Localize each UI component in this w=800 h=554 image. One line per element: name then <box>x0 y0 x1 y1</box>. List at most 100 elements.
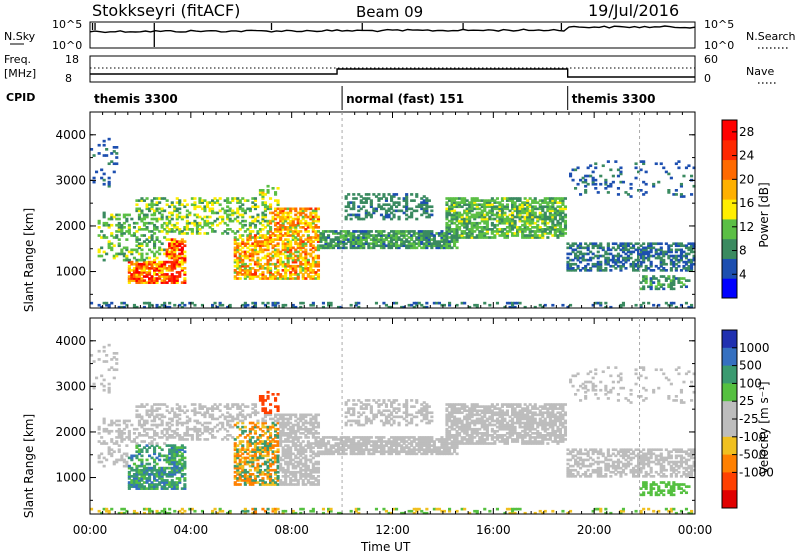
heatmap-cell <box>304 277 308 280</box>
heatmap-cell <box>261 395 265 398</box>
heatmap-cell <box>117 252 121 256</box>
heatmap-cell <box>173 238 177 241</box>
heatmap-cell <box>148 462 152 466</box>
heatmap-cell <box>289 252 293 256</box>
heatmap-cell <box>569 303 573 307</box>
heatmap-cell <box>110 234 114 237</box>
heatmap-cell <box>97 432 101 435</box>
heatmap-cell <box>102 178 106 182</box>
heatmap-cell <box>372 242 376 246</box>
heatmap-cell <box>263 303 268 307</box>
heatmap-cell <box>364 211 368 215</box>
heatmap-cell <box>150 201 154 204</box>
heatmap-cell <box>170 244 174 248</box>
heatmap-cell <box>200 303 205 307</box>
beam-label: Beam 09 <box>356 3 423 21</box>
heatmap-cell <box>145 262 149 266</box>
heatmap-cell <box>175 207 179 211</box>
heatmap-cell <box>591 170 595 174</box>
heatmap-cell <box>193 201 197 204</box>
heatmap-cell <box>193 197 197 200</box>
heatmap-cell <box>115 146 119 149</box>
heatmap-cell <box>158 240 162 243</box>
heatmap-cell <box>684 285 689 289</box>
heatmap-cell <box>271 250 275 254</box>
heatmap-cell <box>294 236 298 239</box>
power-cells <box>90 137 696 309</box>
heatmap-cell <box>448 301 452 305</box>
heatmap-cell <box>241 238 245 241</box>
heatmap-cell <box>228 201 232 204</box>
heatmap-cell <box>117 423 121 427</box>
heatmap-cell <box>258 277 263 280</box>
heatmap-cell <box>261 267 265 270</box>
station-title: Stokkseyri (fitACF) <box>92 1 240 20</box>
heatmap-cell <box>256 264 260 268</box>
heatmap-cell <box>274 228 278 231</box>
heatmap-cell <box>261 256 265 260</box>
heatmap-cell <box>160 419 164 423</box>
heatmap-cell <box>299 213 303 217</box>
heatmap-cell <box>195 223 200 227</box>
heatmap-cell <box>652 303 656 307</box>
heatmap-cell <box>130 248 134 252</box>
heatmap-cell <box>241 444 245 447</box>
heatmap-cell <box>601 164 605 168</box>
heatmap-cell <box>349 201 353 204</box>
heatmap-cell <box>263 203 268 207</box>
heatmap-cell <box>170 407 174 410</box>
heatmap-cell <box>563 232 568 235</box>
heatmap-cell <box>253 236 258 239</box>
heatmap-cell <box>216 305 220 309</box>
heatmap-cell <box>266 301 270 305</box>
heatmap-cell <box>170 240 174 243</box>
heatmap-cell <box>132 226 137 229</box>
heatmap-cell <box>160 223 164 227</box>
heatmap-cell <box>253 507 258 511</box>
heatmap-cell <box>284 264 288 268</box>
heatmap-cell <box>135 248 139 252</box>
heatmap-cell <box>160 269 164 272</box>
heatmap-cell <box>652 281 656 284</box>
heatmap-cell <box>142 275 147 278</box>
heatmap-cell <box>382 230 386 233</box>
heatmap-cell <box>153 258 157 262</box>
heatmap-cell <box>125 444 129 447</box>
heatmap-cell <box>145 203 149 207</box>
heatmap-cell <box>357 238 361 241</box>
heatmap-cell <box>289 207 293 211</box>
heatmap-cell <box>178 201 182 204</box>
heatmap-cell <box>604 178 608 182</box>
heatmap-cell <box>183 267 187 270</box>
heatmap-cell <box>148 260 152 264</box>
heatmap-cell <box>256 240 260 243</box>
heatmap-cell <box>296 215 300 219</box>
heatmap-cell <box>374 195 379 198</box>
heatmap-cell <box>221 509 225 513</box>
heatmap-cell <box>332 240 336 243</box>
heatmap-cell <box>168 246 172 250</box>
heatmap-cell <box>266 219 270 223</box>
heatmap-cell <box>148 301 152 305</box>
heatmap-cell <box>281 248 285 252</box>
heatmap-cell <box>185 226 189 229</box>
heatmap-cell <box>117 419 121 423</box>
heatmap-cell <box>120 223 124 227</box>
heatmap-cell <box>153 211 157 215</box>
heatmap-cell <box>415 209 419 213</box>
heatmap-cell <box>314 234 318 237</box>
heatmap-cell <box>221 232 225 235</box>
heatmap-cell <box>107 343 111 347</box>
heatmap-cell <box>266 260 270 264</box>
heatmap-cell <box>601 246 605 250</box>
heatmap-cell <box>233 236 237 239</box>
heatmap-cell <box>354 240 358 243</box>
heatmap-cell <box>276 448 280 452</box>
heatmap-cell <box>251 221 255 225</box>
heatmap-cell <box>246 240 250 243</box>
heatmap-cell <box>155 273 159 276</box>
heatmap-cell <box>347 205 351 209</box>
heatmap-cell <box>158 267 162 270</box>
heatmap-cell <box>200 226 205 229</box>
heatmap-cell <box>107 176 111 180</box>
